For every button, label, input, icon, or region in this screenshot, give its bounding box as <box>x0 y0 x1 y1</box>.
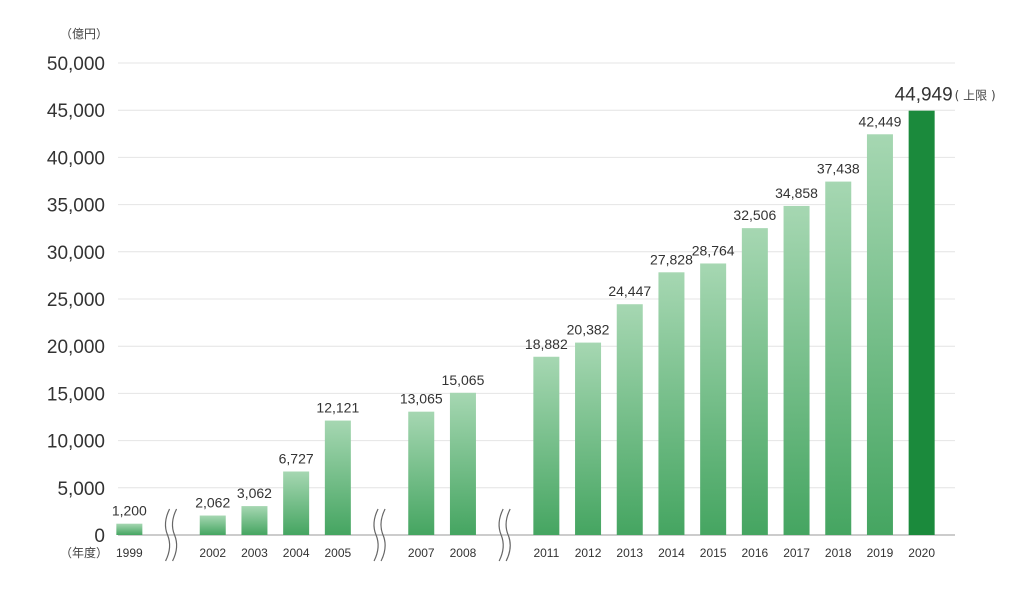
x-axis-unit-label: （年度） <box>60 545 108 560</box>
bar-2008 <box>449 392 476 535</box>
value-label-2004: 6,727 <box>279 450 314 466</box>
value-label-2019: 42,449 <box>859 113 902 129</box>
value-label-2007: 13,065 <box>400 391 443 407</box>
value-label-2018: 37,438 <box>817 161 860 177</box>
y-tick-label: 20,000 <box>47 337 105 358</box>
axis-break-mark <box>373 508 379 562</box>
value-label-2012: 20,382 <box>567 322 610 338</box>
value-label-2013: 24,447 <box>608 283 651 299</box>
x-tick-label: 2014 <box>658 546 685 560</box>
y-axis-unit-label: （億円） <box>60 27 108 41</box>
bar-2013 <box>616 304 643 535</box>
x-tick-label: 2005 <box>324 546 351 560</box>
bar-2011 <box>533 356 560 535</box>
value-label-2017: 34,858 <box>775 185 818 201</box>
y-tick-label: 50,000 <box>47 54 105 75</box>
y-tick-label: 10,000 <box>47 432 105 453</box>
value-label-1999: 1,200 <box>112 503 147 519</box>
bar-1999 <box>116 523 143 535</box>
bar-2019 <box>866 134 893 535</box>
value-label-2008: 15,065 <box>442 372 485 388</box>
x-tick-label: 2018 <box>825 546 852 560</box>
bar-2003 <box>241 506 268 535</box>
y-tick-label: 25,000 <box>47 290 105 311</box>
x-tick-label: 2011 <box>533 546 559 560</box>
bar-2004 <box>283 471 310 535</box>
y-tick-label: 40,000 <box>47 148 105 169</box>
axis-break-mark <box>164 508 171 562</box>
y-tick-label: 0 <box>94 526 105 547</box>
bar-2007 <box>408 411 435 535</box>
y-tick-label: 35,000 <box>47 196 105 217</box>
value-label-2005: 12,121 <box>316 400 359 416</box>
axis-break-mark <box>505 508 511 562</box>
x-tick-label: 2007 <box>408 546 435 560</box>
bar-2005 <box>324 420 351 535</box>
y-tick-label: 30,000 <box>47 243 105 264</box>
x-tick-label: 2020 <box>908 546 935 560</box>
x-tick-label: 2003 <box>241 546 268 560</box>
value-label-2016: 32,506 <box>733 207 776 223</box>
y-tick-label: 15,000 <box>47 384 105 405</box>
upper-limit-annotation: ( 上限 ) <box>955 89 996 103</box>
axis-break-mark <box>380 508 386 562</box>
axis-break-mark <box>171 508 178 562</box>
x-tick-label: 2017 <box>783 546 810 560</box>
bar-2018 <box>825 181 852 536</box>
x-tick-label: 2004 <box>283 546 310 560</box>
bar-2017 <box>783 205 810 535</box>
y-tick-label: 5,000 <box>57 479 105 500</box>
value-label-2002: 2,062 <box>195 495 230 511</box>
bar-2012 <box>575 342 602 535</box>
x-tick-label: 2008 <box>450 546 477 560</box>
x-tick-label: 2013 <box>616 546 643 560</box>
value-label-2015: 28,764 <box>692 242 735 258</box>
y-tick-label: 45,000 <box>47 101 105 122</box>
axis-break-mark <box>498 508 504 562</box>
x-tick-label: 2016 <box>741 546 768 560</box>
value-label-2003: 3,062 <box>237 485 272 501</box>
bar-2020 <box>908 110 935 535</box>
value-label-2014: 27,828 <box>650 251 693 267</box>
value-label-2011: 18,882 <box>525 336 568 352</box>
x-tick-label: 2002 <box>199 546 226 560</box>
value-label-2020: 44,949 <box>895 85 953 106</box>
bar-2016 <box>741 228 768 535</box>
bar-2015 <box>700 263 727 535</box>
bar-2014 <box>658 272 685 535</box>
x-tick-label: 2019 <box>867 546 894 560</box>
bar-2002 <box>199 515 226 535</box>
x-tick-label: 2012 <box>575 546 602 560</box>
x-tick-label: 1999 <box>116 546 143 560</box>
x-tick-label: 2015 <box>700 546 727 560</box>
